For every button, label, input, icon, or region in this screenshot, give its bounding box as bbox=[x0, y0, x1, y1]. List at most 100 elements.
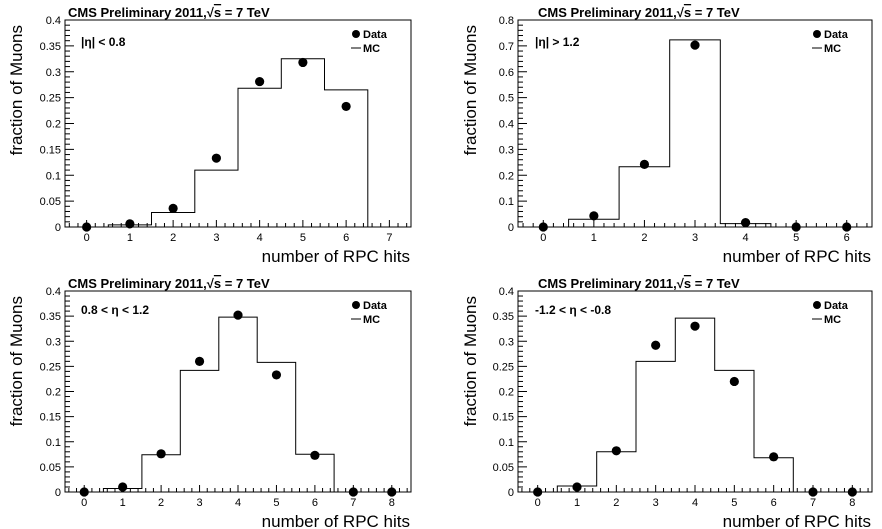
x-tick-label: 7 bbox=[350, 497, 356, 509]
data-point bbox=[769, 452, 779, 462]
data-point bbox=[533, 487, 543, 497]
y-tick-label: 0.05 bbox=[40, 462, 61, 474]
data-point bbox=[611, 446, 621, 456]
y-tick-label: 0.2 bbox=[499, 387, 514, 399]
y-tick-label: 0.8 bbox=[499, 15, 514, 27]
panel-2: CMS Preliminary 2011,√s = 7 TeV |η| > 1.2… bbox=[461, 5, 873, 266]
x-tick-label: 2 bbox=[158, 497, 164, 509]
y-tick-label: 0.4 bbox=[499, 286, 514, 298]
y-tick-label: 0.2 bbox=[499, 170, 514, 182]
x-tick-label: 6 bbox=[844, 232, 850, 244]
x-tick-label: 4 bbox=[257, 232, 263, 244]
plot-title: CMS Preliminary 2011,√s = 7 TeV bbox=[538, 276, 740, 291]
eta-region-label: |η| > 1.2 bbox=[535, 35, 580, 49]
x-tick-label: 2 bbox=[613, 497, 619, 509]
y-tick-label: 0.3 bbox=[46, 336, 61, 348]
data-point bbox=[572, 482, 582, 492]
data-point bbox=[168, 203, 178, 213]
y-tick-label: 0.7 bbox=[499, 41, 514, 53]
y-tick-label: 0.3 bbox=[499, 336, 514, 348]
x-tick-label: 0 bbox=[84, 232, 90, 244]
x-tick-label: 0 bbox=[540, 232, 546, 244]
plot-title: CMS Preliminary 2011,√s = 7 TeV bbox=[68, 5, 270, 20]
legend-mc-label: MC bbox=[363, 43, 380, 55]
x-tick-label: 1 bbox=[591, 232, 597, 244]
y-tick-label: 0 bbox=[508, 487, 514, 499]
y-tick-label: 0.5 bbox=[499, 93, 514, 105]
y-tick-label: 0.2 bbox=[46, 119, 61, 131]
x-tick-label: 7 bbox=[386, 232, 392, 244]
x-tick-label: 1 bbox=[127, 232, 133, 244]
x-tick-label: 3 bbox=[213, 232, 219, 244]
y-tick-label: 0.4 bbox=[499, 119, 514, 131]
legend-data-label: Data bbox=[363, 29, 388, 41]
x-tick-label: 5 bbox=[793, 232, 799, 244]
x-tick-label: 4 bbox=[235, 497, 241, 509]
x-tick-label: 8 bbox=[849, 497, 855, 509]
x-axis-title: number of RPC hits bbox=[723, 247, 871, 266]
panel-3: CMS Preliminary 2011,√s = 7 TeV 0.8 < η <… bbox=[7, 276, 412, 529]
legend-data-label: Data bbox=[824, 300, 849, 312]
y-tick-label: 0.15 bbox=[493, 412, 514, 424]
y-tick-label: 0.1 bbox=[46, 437, 61, 449]
data-point bbox=[82, 222, 92, 232]
y-tick-label: 0.2 bbox=[46, 387, 61, 399]
data-point bbox=[194, 356, 205, 366]
sqrt-symbol: √ bbox=[207, 5, 215, 20]
y-tick-label: 0.05 bbox=[40, 196, 61, 208]
y-tick-label: 0.25 bbox=[493, 361, 514, 373]
y-tick-label: 0.1 bbox=[46, 170, 61, 182]
data-point bbox=[690, 40, 700, 50]
mc-histogram-line bbox=[65, 316, 411, 493]
sqrt-symbol: √ bbox=[207, 276, 215, 291]
y-tick-label: 0 bbox=[55, 487, 61, 499]
mc-histogram-line bbox=[65, 58, 411, 228]
data-point bbox=[233, 310, 243, 320]
data-point bbox=[341, 101, 351, 112]
mc-histogram-line bbox=[518, 39, 872, 228]
data-point bbox=[387, 487, 397, 497]
y-tick-label: 0.1 bbox=[499, 196, 514, 208]
y-tick-label: 0.35 bbox=[40, 41, 61, 53]
y-tick-label: 0.05 bbox=[493, 462, 514, 474]
x-tick-label: 1 bbox=[574, 497, 580, 509]
data-point bbox=[729, 376, 739, 387]
data-point bbox=[211, 153, 221, 163]
plot-title: CMS Preliminary 2011,√s = 7 TeV bbox=[538, 5, 740, 20]
data-point bbox=[842, 222, 852, 232]
y-tick-label: 0.4 bbox=[46, 286, 61, 298]
y-tick-label: 0.35 bbox=[40, 311, 61, 323]
y-tick-label: 0 bbox=[508, 222, 514, 234]
legend-data-marker bbox=[813, 301, 821, 309]
legend-mc-label: MC bbox=[824, 43, 841, 55]
plot-title: CMS Preliminary 2011,√s = 7 TeV bbox=[68, 276, 270, 291]
data-point bbox=[808, 487, 818, 497]
data-point bbox=[156, 449, 166, 459]
data-point bbox=[589, 211, 599, 221]
x-tick-label: 4 bbox=[743, 232, 749, 244]
legend-data-marker bbox=[813, 30, 821, 38]
x-tick-label: 8 bbox=[389, 497, 395, 509]
y-axis-title: fraction of Muons bbox=[461, 25, 480, 155]
x-tick-label: 3 bbox=[692, 232, 698, 244]
legend-mc-label: MC bbox=[363, 314, 380, 326]
y-axis-title: fraction of Muons bbox=[461, 296, 480, 426]
x-tick-label: 2 bbox=[170, 232, 176, 244]
data-point bbox=[310, 450, 320, 460]
plot-frame bbox=[517, 290, 873, 493]
eta-region-label: 0.8 < η < 1.2 bbox=[81, 303, 149, 317]
y-tick-label: 0.3 bbox=[499, 144, 514, 156]
y-tick-label: 0.6 bbox=[499, 67, 514, 79]
y-tick-label: 0.1 bbox=[499, 437, 514, 449]
data-point bbox=[255, 76, 265, 87]
x-tick-label: 0 bbox=[535, 497, 541, 509]
y-tick-label: 0 bbox=[55, 222, 61, 234]
data-point bbox=[847, 487, 857, 497]
data-point bbox=[79, 487, 89, 497]
x-tick-label: 6 bbox=[771, 497, 777, 509]
y-tick-label: 0.25 bbox=[40, 93, 61, 105]
plot-frame bbox=[517, 19, 873, 228]
x-tick-label: 3 bbox=[653, 497, 659, 509]
x-tick-label: 6 bbox=[312, 497, 318, 509]
